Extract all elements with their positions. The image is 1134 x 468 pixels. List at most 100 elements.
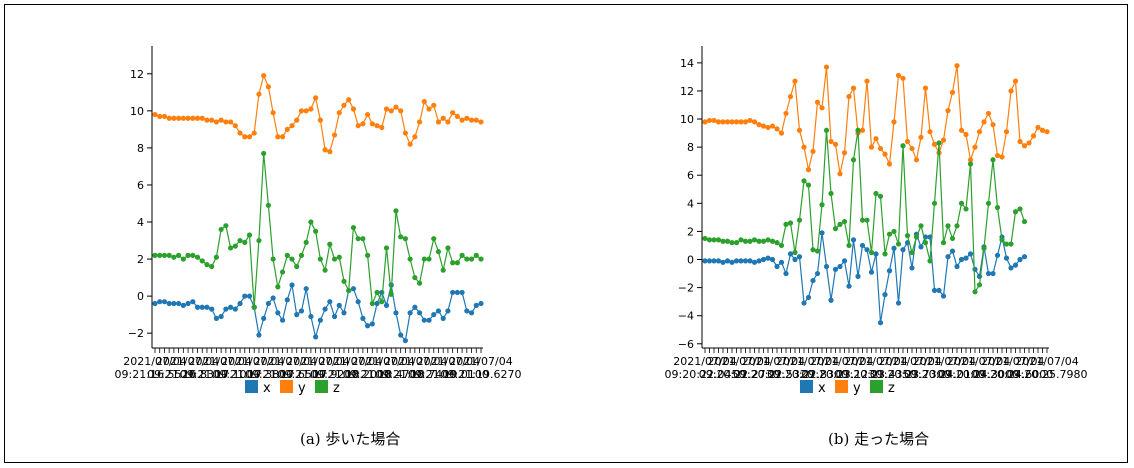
x-tick-label-time: 09:21:16.5520 (115, 368, 196, 381)
data-point-z (715, 237, 722, 243)
data-point-x (374, 300, 380, 307)
data-point-z (388, 291, 394, 297)
data-point-y (360, 121, 366, 127)
data-point-z (841, 218, 848, 225)
data-point-x (846, 283, 852, 289)
data-point-y (783, 110, 789, 117)
series-line-y (154, 73, 482, 153)
data-point-z (711, 237, 717, 243)
data-point-x (190, 299, 196, 305)
data-point-x (265, 300, 271, 307)
data-point-z (383, 245, 390, 251)
data-point-y (765, 124, 771, 131)
data-point-z (289, 256, 295, 262)
data-point-x (157, 299, 163, 305)
data-point-x (421, 317, 427, 323)
data-point-y (1039, 127, 1046, 133)
y-tick-label: −4 (678, 310, 694, 323)
data-point-y (393, 104, 399, 110)
x-tick-label-time: 09:21:18.4700 (343, 368, 424, 381)
data-point-y (715, 119, 722, 125)
data-point-y (454, 113, 460, 120)
data-point-z (823, 127, 830, 133)
data-point-x (873, 251, 879, 257)
data-point-x (805, 294, 812, 301)
data-point-z (945, 223, 951, 229)
x-tick-label-time: 09:20:23.7300 (870, 368, 951, 381)
data-point-y (738, 119, 744, 125)
x-tick-label-time: 09:20:22.5320 (733, 368, 814, 381)
y-tick-label: 14 (680, 57, 694, 70)
data-point-y (814, 99, 821, 105)
data-point-y (972, 144, 978, 150)
data-point-x (985, 270, 992, 277)
series-z (702, 127, 1028, 295)
data-point-y (706, 117, 713, 124)
x-tick-label-time: 09:20:23.4350 (836, 368, 917, 381)
data-point-y (949, 89, 956, 95)
data-point-z (213, 254, 220, 260)
data-point-x (176, 300, 182, 307)
data-point-y (778, 130, 785, 136)
data-point-y (445, 119, 451, 125)
data-point-x (194, 304, 201, 310)
data-point-x (369, 321, 375, 327)
data-point-y (990, 122, 996, 128)
x-tick-label-date: 2021/07/04 (188, 355, 251, 368)
data-point-x (473, 302, 479, 308)
data-point-z (336, 254, 342, 260)
data-point-z (416, 280, 423, 286)
y-tick-label: −2 (128, 327, 144, 340)
data-point-x (464, 308, 470, 314)
data-point-z (303, 239, 309, 245)
data-point-x (204, 304, 210, 310)
data-point-y (805, 167, 812, 173)
data-point-z (751, 237, 758, 243)
data-point-x (787, 251, 794, 257)
data-point-y (407, 141, 413, 147)
data-point-y (1035, 124, 1041, 131)
data-point-z (756, 238, 762, 244)
data-point-y (379, 124, 385, 131)
data-point-y (341, 102, 347, 108)
data-point-y (1030, 133, 1037, 139)
data-point-z (313, 228, 319, 234)
data-point-z (769, 238, 776, 244)
data-point-y (1044, 129, 1050, 135)
data-point-z (166, 252, 172, 258)
data-point-y (918, 134, 924, 140)
data-point-x (945, 254, 951, 260)
data-point-z (317, 256, 323, 262)
data-point-y (864, 78, 870, 84)
data-point-y (398, 108, 404, 114)
series-z (152, 150, 484, 310)
data-point-z (846, 242, 852, 249)
data-point-x (152, 300, 158, 307)
data-point-y (161, 113, 168, 120)
data-point-x (972, 266, 978, 272)
data-point-x (298, 308, 305, 314)
data-point-z (435, 249, 442, 255)
data-point-y (1008, 88, 1014, 94)
data-point-x (246, 293, 253, 299)
data-point-x (738, 258, 744, 264)
data-point-z (308, 219, 314, 225)
x-tick-label-date: 2021/07/04 (221, 355, 284, 368)
data-point-y (940, 137, 947, 143)
data-point-x (223, 306, 229, 312)
data-point-x (1008, 265, 1014, 271)
data-point-x (435, 308, 442, 314)
data-point-y (237, 130, 243, 136)
data-point-y (801, 144, 807, 150)
data-point-y (720, 119, 726, 125)
data-point-y (157, 113, 163, 120)
data-point-z (963, 206, 969, 212)
data-point-y (954, 63, 960, 69)
data-point-x (331, 313, 338, 320)
data-point-x (402, 337, 409, 344)
data-point-y (464, 115, 470, 121)
x-tick-label-time: 09:21:19.6270 (441, 368, 522, 381)
data-point-y (374, 123, 380, 129)
data-point-x (792, 256, 798, 263)
